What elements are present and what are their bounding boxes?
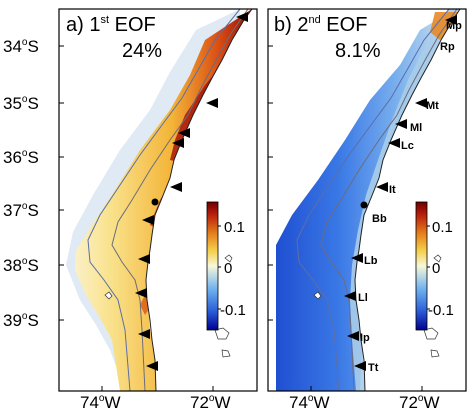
panel-a-variance: 24% (122, 40, 162, 62)
site-label: Ll (358, 292, 368, 304)
y-tick-34: 34oS (3, 37, 273, 56)
site-markers-b (344, 15, 457, 371)
site-markers-a (135, 12, 248, 371)
isobath-deep-a (87, 9, 241, 391)
y-tick-label: 35oS (3, 94, 39, 113)
site-marker (388, 138, 400, 148)
y-tick-38: 38oS (3, 256, 273, 275)
site-marker (178, 128, 190, 138)
isobath-deep-b (296, 9, 450, 391)
colorbar-b (415, 201, 428, 331)
site-marker (135, 288, 147, 298)
panel-a-title: a) 1st EOF (66, 14, 156, 36)
coastline-b (354, 9, 461, 391)
site-marker (236, 12, 248, 22)
land-a (146, 9, 257, 391)
y-tick-39: 39oS (3, 311, 273, 330)
y-tick-label: 39oS (3, 311, 39, 330)
y-tick-35: 35oS (3, 94, 273, 113)
panel-a-border (58, 8, 258, 392)
y-tick-label: 37oS (3, 201, 39, 220)
site-label: Bb (372, 213, 387, 225)
lakes-b (423, 327, 440, 358)
y-tick-label: 38oS (3, 256, 39, 275)
site-label: Rp (440, 41, 455, 53)
panel-b-title: b) 2nd EOF (274, 14, 367, 36)
colorbar-a-label-neg: -0.1 (220, 302, 246, 319)
site-marker (376, 182, 388, 192)
colorbar-b-label-pos: 0.1 (432, 219, 453, 236)
site-marker (138, 329, 150, 339)
site-label: Lc (401, 140, 414, 152)
site-marker (138, 254, 150, 264)
site-marker (142, 215, 154, 225)
site-marker (172, 138, 184, 148)
y-tick-37: 37oS (3, 201, 273, 220)
panel-b-border (267, 8, 467, 392)
site-marker (351, 253, 363, 263)
site-marker (415, 98, 427, 108)
x-tick-label-a-72: 72oW (190, 393, 231, 412)
y-tick-36: 36oS (3, 148, 273, 167)
site-marker (354, 361, 366, 371)
island-a (104, 291, 113, 300)
colorbar-b-label-neg: -0.1 (428, 302, 454, 319)
site-marker (395, 119, 407, 129)
site-marker (344, 291, 356, 301)
y-tick-label: 36oS (3, 148, 39, 167)
site-label: Ml (410, 122, 422, 134)
island-b (313, 291, 322, 300)
site-marker (445, 15, 457, 25)
site-marker (146, 361, 158, 371)
colorbar-b-label-zero: 0 (432, 260, 440, 277)
site-marker (206, 98, 218, 108)
x-tick-label-b-74: 74oW (289, 393, 330, 412)
panel-b-variance: 8.1% (335, 40, 381, 62)
y-axis: 34oS 35oS 36oS 37oS 38oS 39oS (3, 37, 273, 330)
coastline-a (145, 9, 253, 391)
site-marker (360, 201, 368, 209)
lake-a2 (224, 254, 233, 263)
isobath-shallow-b (320, 9, 458, 391)
lakes-a (214, 327, 231, 358)
y-tick-label: 34oS (3, 37, 39, 56)
colorbar-a-label-pos: 0.1 (224, 219, 245, 236)
x-axis: 74oW 72oW 74oW 72oW (80, 386, 440, 412)
colorbar-a (206, 201, 219, 331)
site-label: Mp (446, 20, 462, 32)
site-label: Ip (360, 332, 370, 344)
panel-b: Mp Rp Mt Ml Lc It Bb Lb Ll Ip Tt b) 2nd … (267, 8, 467, 392)
x-tick-label-b-72: 72oW (399, 393, 440, 412)
site-label: It (389, 184, 396, 196)
site-label: Mt (426, 100, 439, 112)
land-b (355, 9, 466, 391)
site-marker (151, 198, 159, 206)
panel-a: a) 1st EOF 24% 0.1 0 -0.1 (58, 8, 258, 392)
site-marker (347, 331, 359, 341)
site-label: Tt (368, 362, 379, 374)
site-label: Lb (364, 255, 378, 267)
lake-b2 (433, 254, 442, 263)
colorbar-a-label-zero: 0 (224, 260, 232, 277)
site-marker (170, 182, 182, 192)
x-tick-label-a-74: 74oW (80, 393, 121, 412)
